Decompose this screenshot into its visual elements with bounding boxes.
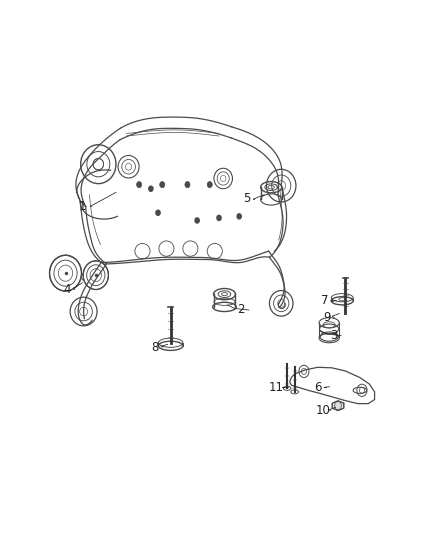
- Text: 6: 6: [314, 381, 322, 394]
- Circle shape: [137, 182, 141, 188]
- Circle shape: [217, 215, 221, 221]
- Text: 5: 5: [243, 192, 250, 205]
- Polygon shape: [332, 401, 344, 410]
- Text: 3: 3: [330, 329, 337, 342]
- Text: 2: 2: [237, 303, 245, 317]
- Text: 4: 4: [63, 283, 71, 296]
- Text: 8: 8: [151, 341, 159, 354]
- Text: 7: 7: [321, 294, 328, 308]
- Circle shape: [149, 186, 153, 191]
- Circle shape: [160, 182, 165, 188]
- Circle shape: [207, 182, 212, 188]
- Circle shape: [195, 218, 199, 223]
- Circle shape: [156, 210, 160, 215]
- Text: 11: 11: [269, 381, 284, 394]
- Circle shape: [185, 182, 190, 188]
- Text: 9: 9: [323, 311, 330, 324]
- Circle shape: [237, 214, 241, 219]
- Text: 10: 10: [315, 405, 330, 417]
- Text: 1: 1: [78, 200, 86, 213]
